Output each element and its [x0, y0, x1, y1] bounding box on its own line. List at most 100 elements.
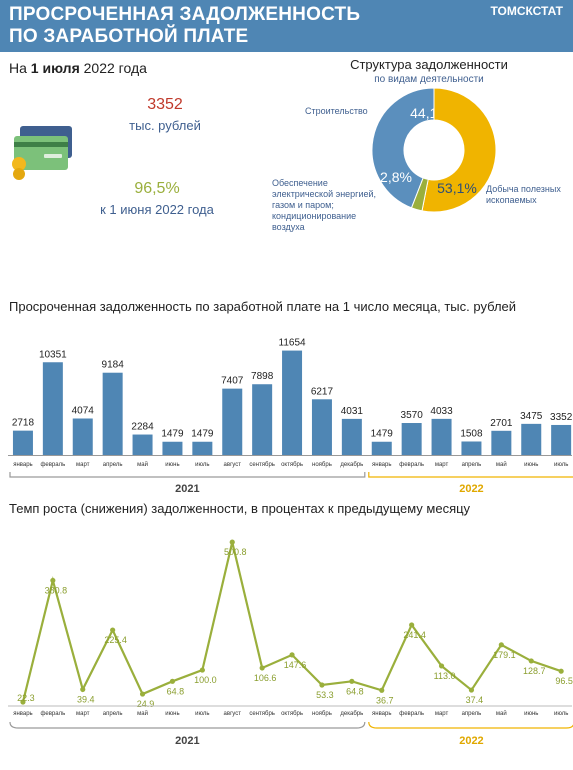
bar-value-label: 4033: [430, 406, 453, 417]
year-bracket: [368, 721, 573, 729]
bar: [551, 424, 572, 455]
title-line-2: ПО ЗАРАБОТНОЙ ПЛАТЕ: [9, 26, 249, 47]
page-title: ПРОСРОЧЕННАЯ ЗАДОЛЖЕННОСТЬ ПО ЗАРАБОТНОЙ…: [9, 4, 360, 48]
x-tick-label: ноябрь: [312, 711, 332, 717]
line-point: [20, 699, 26, 705]
year-label: 2022: [459, 483, 483, 495]
x-tick-label: июль: [195, 711, 209, 717]
credit-card-icon: [12, 126, 72, 180]
line-value-label: 64.8: [167, 686, 185, 696]
bar: [401, 423, 422, 455]
bar-value-label: 1479: [161, 429, 184, 440]
bar: [461, 441, 482, 455]
x-tick-label: декабрь: [340, 711, 363, 717]
x-tick-label: апрель: [103, 462, 123, 468]
line-series: [21, 541, 562, 703]
bar: [491, 430, 512, 455]
x-tick-label: январь: [372, 462, 391, 468]
report-date: На 1 июля 2022 года: [9, 60, 147, 76]
x-tick-label: январь: [13, 462, 32, 468]
line-point: [199, 667, 205, 673]
bar-value-label: 6217: [311, 386, 334, 397]
line-point: [289, 652, 295, 658]
bar-value-label: 2718: [12, 418, 35, 429]
bar: [162, 441, 183, 455]
pie-slice: [371, 87, 435, 209]
x-tick-label: ноябрь: [312, 462, 332, 468]
line-value-label: 36.7: [376, 695, 394, 705]
pie-slice: [410, 177, 429, 212]
pie-subtitle: по видам деятельности: [374, 74, 484, 85]
x-tick-label: август: [224, 462, 242, 468]
line-value-label: 96.5: [555, 676, 573, 686]
line-point: [438, 663, 445, 669]
bar-value-label: 4031: [341, 406, 364, 417]
line-point: [528, 658, 534, 664]
bar-value-label: 3475: [520, 411, 543, 422]
line-value-label: 241.4: [403, 630, 426, 640]
bar: [192, 441, 213, 455]
bar-value-label: 1508: [460, 428, 483, 439]
pie-label-construction: Строительство: [305, 106, 368, 116]
x-tick-label: сентябрь: [249, 462, 275, 468]
brand-name: ТОМСКСТАТ: [490, 4, 563, 18]
line-point: [139, 691, 146, 697]
x-tick-label: март: [435, 462, 449, 468]
line-chart: 22.3 январь 380.8 февраль 39.4 март 225.4 апрел…: [8, 539, 573, 747]
line-value-label: 53.3: [316, 690, 334, 700]
bar: [252, 384, 273, 455]
line-point: [349, 678, 355, 684]
bar-value-label: 9184: [102, 360, 125, 371]
date-suffix: 2022 года: [83, 60, 147, 76]
year-label: 2021: [175, 483, 199, 495]
bar-chart: 2718 январь 10351 февраль 4074 март 9184 апрель…: [8, 338, 573, 495]
bar-value-label: 1479: [191, 429, 214, 440]
x-tick-label: июль: [554, 711, 568, 717]
percent-value: 96,5%: [134, 180, 180, 197]
x-tick-label: июнь: [524, 711, 538, 717]
line-point: [50, 577, 56, 584]
bar-value-label: 1479: [371, 429, 394, 440]
x-tick-label: январь: [372, 711, 391, 717]
x-tick-label: февраль: [399, 462, 424, 468]
bar-value-label: 7407: [221, 376, 244, 387]
bar-value-label: 2284: [131, 422, 154, 433]
bar: [311, 399, 332, 455]
line-value-label: 147.6: [284, 660, 307, 670]
line-value-label: 500.8: [224, 547, 247, 557]
bar-value-label: 7898: [251, 371, 274, 382]
x-tick-label: сентябрь: [249, 711, 275, 717]
x-tick-label: март: [76, 711, 90, 717]
x-tick-label: октябрь: [281, 462, 303, 468]
year-bracket: [9, 472, 366, 478]
line-value-label: 380.8: [45, 585, 68, 595]
year-bracket: [368, 472, 573, 478]
x-tick-label: январь: [13, 711, 32, 717]
x-tick-label: июнь: [165, 462, 179, 468]
x-tick-label: февраль: [40, 462, 65, 468]
x-tick-label: апрель: [462, 711, 482, 717]
bar: [371, 441, 392, 455]
x-tick-label: июнь: [524, 462, 538, 468]
line-value-label: 39.4: [77, 694, 95, 704]
x-tick-label: август: [224, 711, 242, 717]
pie-chart: 44,1%53,1%2,8%: [371, 87, 497, 213]
x-tick-label: март: [76, 462, 90, 468]
bar: [341, 418, 362, 455]
line-value-label: 225.4: [104, 635, 127, 645]
bar-value-label: 10351: [39, 349, 67, 360]
bar: [72, 418, 93, 455]
bar: [282, 350, 303, 455]
x-tick-label: февраль: [40, 711, 65, 717]
year-label: 2022: [459, 735, 483, 747]
header-banner: ПРОСРОЧЕННАЯ ЗАДОЛЖЕННОСТЬ ПО ЗАРАБОТНОЙ…: [0, 0, 573, 52]
x-tick-label: декабрь: [340, 462, 363, 468]
x-tick-label: апрель: [462, 462, 482, 468]
bar: [431, 418, 452, 455]
pie-title: Структура задолженности: [350, 57, 508, 72]
line-point: [229, 539, 235, 545]
title-line-1: ПРОСРОЧЕННАЯ ЗАДОЛЖЕННОСТЬ: [9, 4, 361, 25]
pie-label-energy: Обеспечение электрической энергией, газо…: [272, 178, 377, 232]
bar: [12, 430, 33, 455]
line-point: [110, 627, 116, 633]
